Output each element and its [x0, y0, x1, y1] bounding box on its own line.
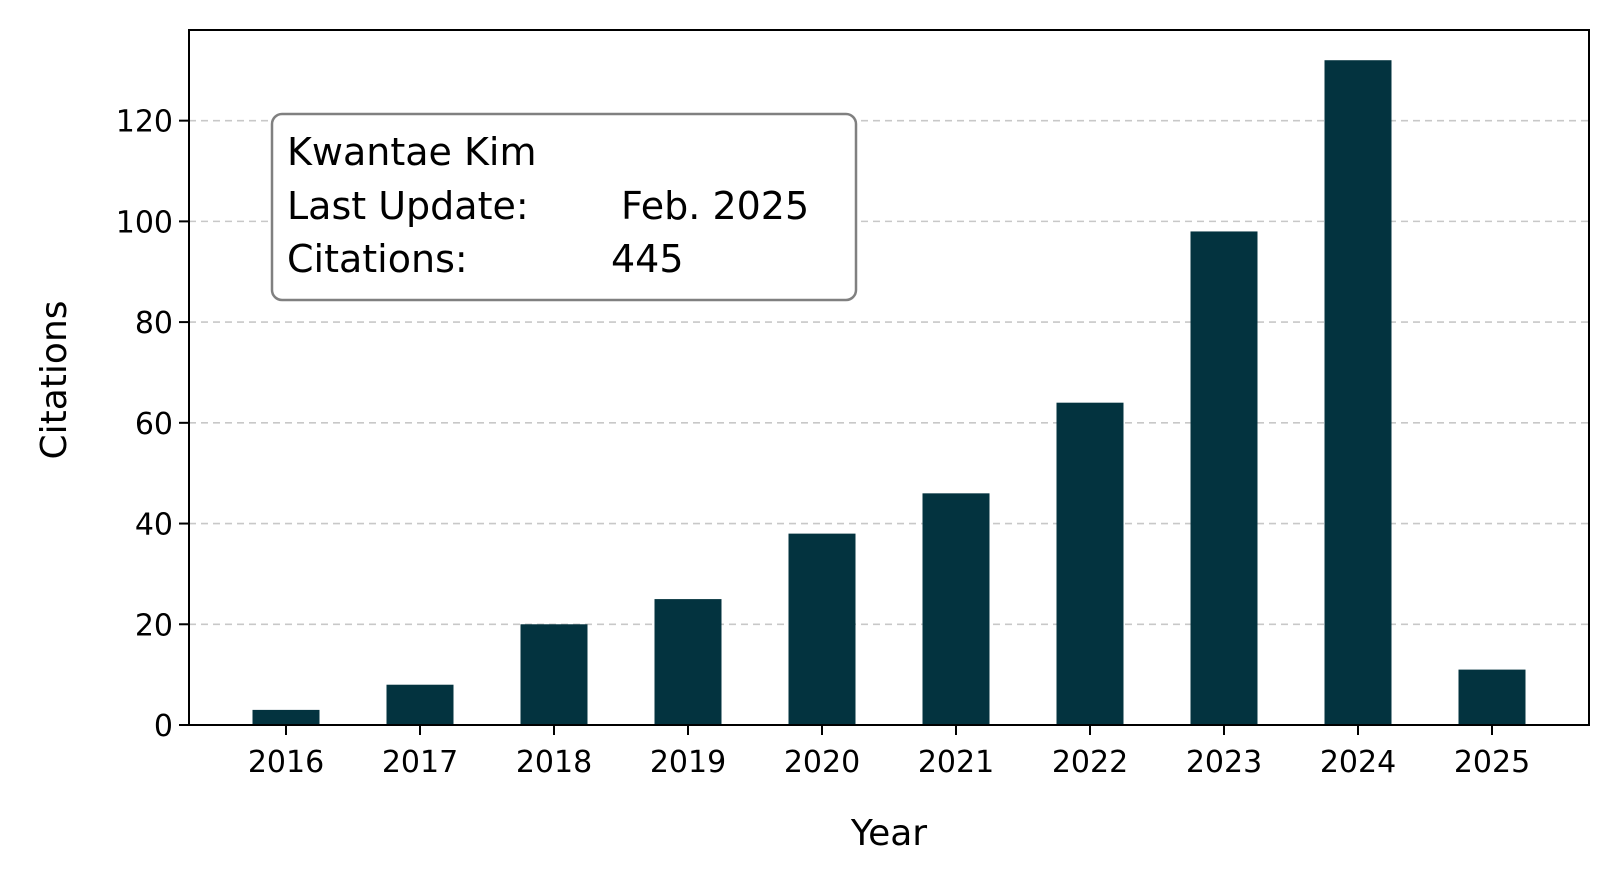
bar-2021	[922, 493, 990, 725]
bar-2017	[386, 684, 454, 725]
y-axis-ticks: 0 20 40 60 80 100 120	[116, 105, 189, 744]
y-tick-label: 0	[154, 709, 173, 744]
x-tick-label: 2020	[784, 745, 860, 780]
y-axis-title: Citations	[34, 300, 75, 459]
bar-2023	[1190, 231, 1258, 725]
y-tick-label: 60	[135, 407, 173, 442]
info-box-frame	[270, 112, 858, 302]
y-tick-label: 80	[135, 306, 173, 341]
x-tick-label: 2023	[1186, 745, 1262, 780]
bar-2022	[1056, 402, 1124, 725]
bar-2018	[520, 624, 588, 725]
bar-2025	[1458, 669, 1526, 725]
bar-2020	[788, 533, 856, 725]
x-tick-label: 2024	[1320, 745, 1396, 780]
x-tick-label: 2017	[382, 745, 458, 780]
x-tick-label: 2016	[248, 745, 324, 780]
info-update-label: Last Update:	[287, 184, 529, 228]
x-axis-ticks: 2016 2017 2018 2019 2020 2021 2022 2023 2024 2025	[248, 725, 1530, 780]
info-update-value: Feb. 2025	[621, 184, 809, 228]
y-tick-label: 120	[116, 105, 173, 140]
info-citations-label: Citations:	[287, 237, 468, 281]
y-tick-label: 100	[116, 205, 173, 240]
x-tick-label: 2025	[1454, 745, 1530, 780]
x-tick-label: 2022	[1052, 745, 1128, 780]
x-tick-label: 2021	[918, 745, 994, 780]
info-name: Kwantae Kim	[287, 130, 537, 174]
plot-frame	[188, 29, 1590, 726]
y-tick-label: 20	[135, 608, 173, 643]
x-tick-label: 2018	[516, 745, 592, 780]
x-axis-title: Year	[850, 813, 927, 854]
bar-2024	[1324, 60, 1392, 725]
info-citations-value: 445	[611, 237, 684, 281]
bars	[252, 60, 1526, 725]
info-box: Kwantae Kim Last Update: Feb. 2025 Citat…	[270, 112, 858, 302]
y-tick-label: 40	[135, 508, 173, 543]
x-tick-label: 2019	[650, 745, 726, 780]
bar-2016	[252, 709, 320, 725]
bar-2019	[654, 599, 722, 725]
